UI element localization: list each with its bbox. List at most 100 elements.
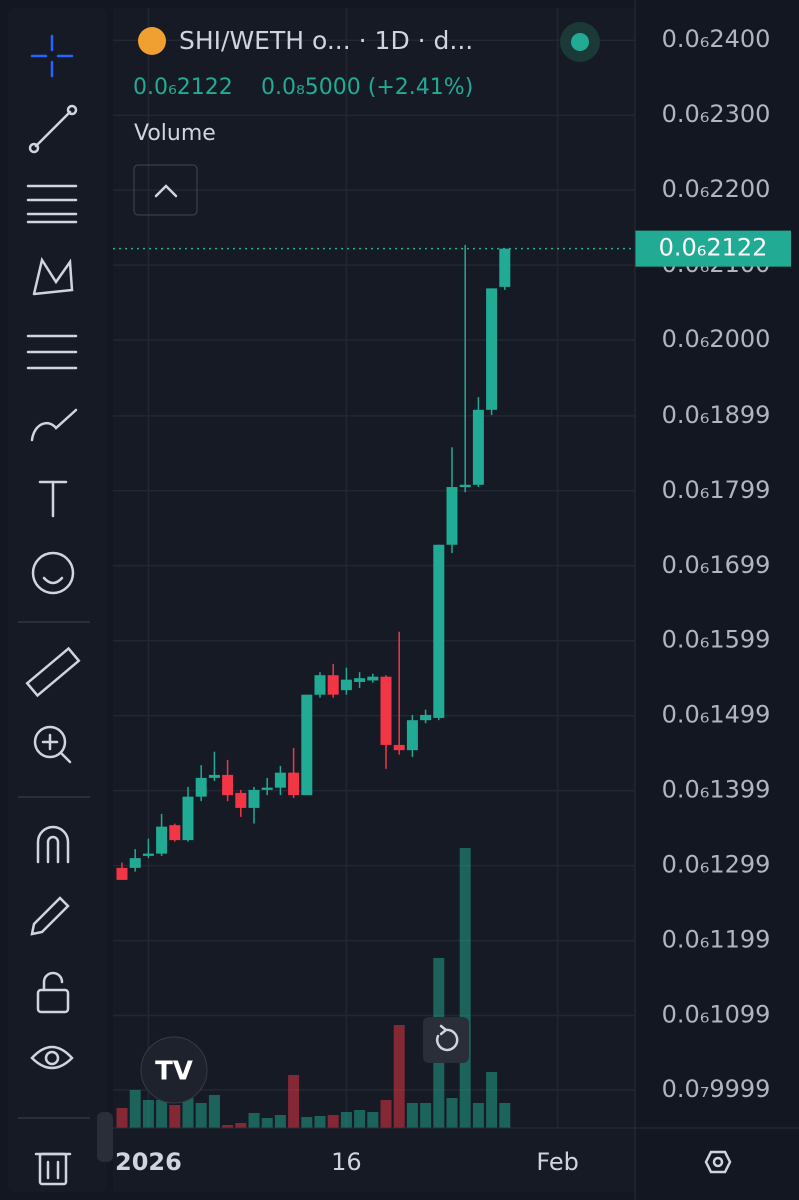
token-icon xyxy=(138,27,166,55)
text-tool[interactable] xyxy=(38,480,68,518)
y-tick-label: 0.0₆1299 xyxy=(662,851,771,879)
brush-tool[interactable] xyxy=(30,408,78,442)
fib-tool[interactable] xyxy=(26,184,78,224)
candle-body xyxy=(354,678,366,682)
candles xyxy=(116,244,511,880)
candle-body xyxy=(116,867,128,880)
candle-body xyxy=(208,774,220,778)
last-price: 0.0₆2122 xyxy=(133,75,233,100)
candle-body xyxy=(406,720,418,751)
candle-body xyxy=(129,858,141,868)
volume-bar xyxy=(142,1100,154,1128)
candle-body xyxy=(472,409,484,485)
delete-tool[interactable] xyxy=(34,1152,72,1186)
volume-bar xyxy=(116,1108,128,1128)
volume-bar xyxy=(340,1112,352,1128)
grid xyxy=(113,8,635,1128)
y-tick-label: 0.0₆1399 xyxy=(662,776,771,804)
volume-bar xyxy=(446,1098,458,1128)
zoom-tool[interactable] xyxy=(33,725,72,764)
y-tick-label: 0.0₆1599 xyxy=(662,626,771,654)
x-tick-label: 16 xyxy=(331,1148,362,1176)
volume-bar xyxy=(472,1103,484,1128)
volume-bar xyxy=(314,1116,326,1128)
candle-body xyxy=(142,853,154,856)
volume-bar xyxy=(208,1095,220,1128)
candle-body xyxy=(499,248,511,287)
volume-bar xyxy=(380,1100,392,1128)
change: 0.0₈5000 (+2.41%) xyxy=(261,75,473,100)
candle-body xyxy=(261,787,273,790)
axes: 0.0₆24000.0₆23000.0₆22000.0₆21000.0₆2000… xyxy=(113,0,799,1200)
logo-mark: TV xyxy=(155,1057,193,1087)
status-dot xyxy=(571,33,589,51)
candle-body xyxy=(340,679,352,691)
candle-body xyxy=(235,792,247,808)
candle-body xyxy=(248,789,260,808)
y-tick-label: 0.0₆2000 xyxy=(662,325,771,353)
volume-label: Volume xyxy=(134,121,216,146)
logo[interactable] xyxy=(140,1036,208,1104)
price-tag xyxy=(635,230,791,267)
volume-bar xyxy=(261,1118,273,1128)
volume-bar xyxy=(222,1125,234,1128)
volume-bar xyxy=(499,1103,511,1128)
candle-body xyxy=(182,796,194,841)
pattern-tool[interactable] xyxy=(32,256,74,296)
candle-body xyxy=(433,544,445,718)
y-tick-label: 0.0₆1499 xyxy=(662,701,771,729)
volume-bar xyxy=(301,1117,313,1128)
x-tick-label: Feb xyxy=(536,1148,579,1176)
volume-bar xyxy=(420,1103,432,1128)
candle-body xyxy=(380,676,392,745)
volume-bar xyxy=(288,1075,300,1128)
line-tool[interactable] xyxy=(28,104,78,154)
toolbar xyxy=(8,8,106,1192)
volume-bar xyxy=(354,1110,366,1128)
y-tick-label: 0.0₆2400 xyxy=(662,25,771,53)
candle-body xyxy=(420,714,432,721)
candle-body xyxy=(156,826,168,854)
collapse-icon xyxy=(154,184,178,198)
candle-body xyxy=(446,487,458,545)
symbol[interactable]: SHI/WETH o... · 1D · d... xyxy=(179,26,473,55)
candle-body xyxy=(169,825,181,841)
y-tick-label: 0.0₇9999 xyxy=(662,1075,771,1103)
collapse-button[interactable] xyxy=(133,164,198,216)
projection-tool[interactable] xyxy=(26,334,78,370)
reset-button[interactable] xyxy=(423,1017,469,1063)
candle-body xyxy=(393,744,405,751)
volume-bar xyxy=(129,1090,141,1128)
y-tick-label: 0.0₆1199 xyxy=(662,926,771,954)
candle-body xyxy=(288,772,300,796)
crosshair-tool[interactable] xyxy=(30,34,74,78)
candle-body xyxy=(327,675,339,695)
volume-bar xyxy=(235,1123,247,1128)
y-tick-label: 0.0₆2300 xyxy=(662,100,771,128)
candle-body xyxy=(486,288,498,410)
candle-body xyxy=(367,676,379,681)
magnet-tool[interactable] xyxy=(36,825,70,864)
emoji-tool[interactable] xyxy=(31,551,75,595)
volume-bar xyxy=(248,1113,260,1128)
ruler-tool[interactable] xyxy=(25,646,81,698)
lock-tool[interactable] xyxy=(36,971,70,1014)
volume-bar xyxy=(182,1098,194,1128)
volume-bar xyxy=(274,1115,286,1128)
price-tag-label: 0.0₆2122 xyxy=(659,234,768,262)
volume-bar xyxy=(367,1112,379,1128)
lock-drawing-tool[interactable] xyxy=(30,896,70,936)
settings-icon[interactable] xyxy=(704,1150,732,1174)
volume-bar xyxy=(195,1103,207,1128)
visibility-tool[interactable] xyxy=(30,1045,74,1070)
plot-area xyxy=(113,8,635,1192)
volume-bar xyxy=(486,1072,498,1128)
volume-bar xyxy=(327,1115,339,1128)
toolbar-icons xyxy=(18,34,90,1186)
candle-body xyxy=(195,777,207,797)
collapse-handle[interactable] xyxy=(97,1112,113,1162)
candle-body xyxy=(274,772,286,788)
volume-bar xyxy=(459,848,471,1128)
volume-bar xyxy=(393,1025,405,1128)
